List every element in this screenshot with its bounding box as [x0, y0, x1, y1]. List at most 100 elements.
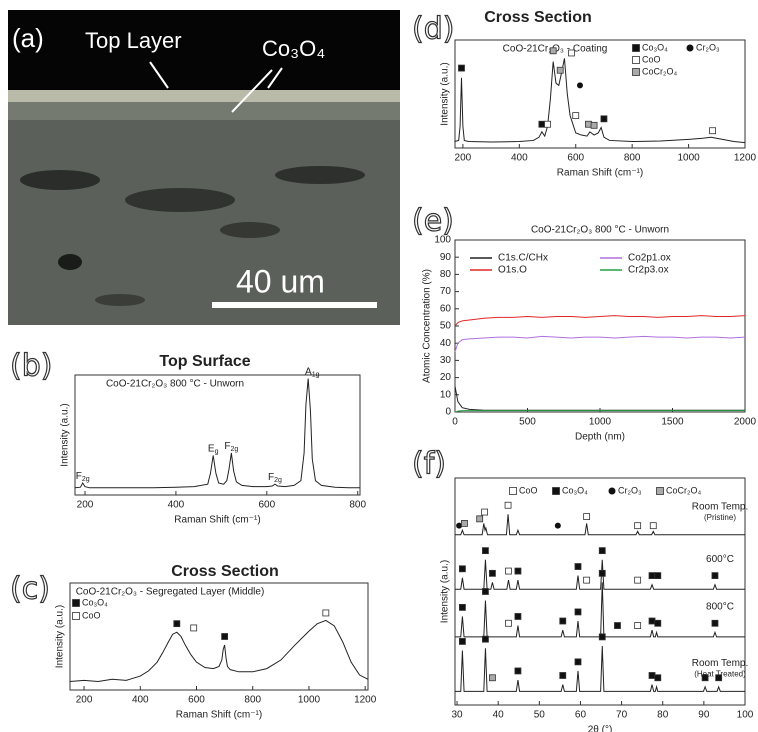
dark-region	[95, 294, 145, 306]
marker	[635, 623, 641, 629]
marker	[712, 620, 718, 626]
marker	[655, 620, 661, 626]
x-tick-label: 600	[567, 153, 584, 164]
peak-label: F2g	[268, 472, 282, 485]
x-tick-label: 1000	[298, 695, 321, 706]
x-tick-label: 70	[616, 710, 628, 721]
marker	[477, 516, 483, 522]
data-line	[455, 386, 745, 410]
marker	[557, 67, 563, 73]
dark-region	[220, 222, 280, 238]
y-tick-label: 0	[445, 407, 451, 418]
dark-region	[20, 170, 100, 190]
x-axis-label: 2θ (°)	[588, 725, 613, 732]
dark-region	[58, 254, 82, 270]
plot-frame	[70, 583, 368, 690]
marker	[599, 634, 605, 640]
chart-subtitle: CoO-21Cr₂O₃ 800 °C - Unworn	[531, 225, 669, 236]
chart-title: Top Surface	[159, 353, 250, 370]
dark-region	[125, 188, 235, 212]
x-tick-label: 60	[575, 710, 587, 721]
marker	[560, 672, 566, 678]
marker	[482, 509, 488, 515]
plot-frame	[455, 40, 745, 148]
data-line	[455, 582, 745, 636]
series-label: Room Temp.	[692, 658, 749, 669]
marker	[555, 523, 561, 529]
marker	[191, 625, 197, 631]
marker	[591, 122, 597, 128]
peak-label: F2g	[76, 471, 90, 484]
data-line	[455, 336, 745, 351]
data-line	[455, 316, 745, 326]
legend-symbol	[633, 69, 640, 76]
legend-label: Co2p1.ox	[628, 253, 671, 264]
y-axis-label: Intensity (a.u.)	[440, 560, 451, 623]
series-label: Room Temp.	[692, 501, 749, 512]
peak-label: F2g	[224, 441, 238, 454]
marker	[635, 523, 641, 529]
y-tick-label: 80	[440, 269, 452, 280]
marker	[515, 668, 521, 674]
x-tick-label: 2000	[734, 417, 757, 428]
marker	[482, 636, 488, 642]
x-tick-label: 600	[258, 500, 275, 511]
x-tick-label: 800	[624, 153, 641, 164]
figure: (a) Top Layer Co₃O₄ 40 um 200400600800Ra…	[0, 0, 758, 732]
marker	[584, 577, 590, 583]
y-tick-label: 70	[440, 286, 452, 297]
legend-symbol	[510, 488, 517, 495]
legend-label: O1s.O	[498, 265, 527, 276]
x-tick-label: 800	[349, 500, 366, 511]
marker	[655, 675, 661, 681]
marker	[716, 675, 722, 681]
peak-label-sub: g	[215, 449, 219, 456]
x-tick-label: 1000	[589, 417, 612, 428]
chart-subtitle: CoO-21Cr₂O₃ 800 °C - Unworn	[106, 379, 244, 390]
legend-symbol	[609, 488, 616, 495]
chart-subtitle: CoO-21Cr₂O₃ - Segregated Layer (Middle)	[76, 587, 265, 598]
x-tick-label: 100	[737, 710, 754, 721]
legend-label: Co₃O₄	[642, 42, 668, 52]
x-tick-label: 400	[132, 695, 149, 706]
panel-label: (f)	[412, 447, 446, 482]
peak-label-sub: 2g	[274, 478, 282, 485]
legend-label: C1s.C/CHx	[498, 253, 548, 264]
marker	[710, 128, 716, 134]
marker	[702, 675, 708, 681]
x-axis-label: Raman Shift (cm⁻¹)	[174, 515, 260, 526]
sublayer-band	[8, 102, 400, 120]
x-tick-label: 800	[244, 695, 261, 706]
marker	[323, 610, 329, 616]
y-tick-label: 40	[440, 338, 452, 349]
series-sublabel: (Pristine)	[704, 513, 736, 522]
scale-label: 40 um	[236, 263, 325, 299]
data-line	[454, 58, 745, 142]
series-label: 800°C	[706, 602, 734, 613]
x-axis-label: Depth (nm)	[575, 432, 625, 443]
legend-symbol	[633, 57, 640, 64]
micrograph-label: Top Layer	[85, 28, 182, 53]
legend-label: Cr₂O₃	[618, 485, 642, 495]
panel-label: (e)	[412, 204, 454, 239]
marker	[585, 121, 591, 127]
data-line	[455, 514, 745, 534]
chart-title: Cross Section	[171, 563, 279, 580]
legend-symbol	[657, 488, 664, 495]
x-tick-label: 200	[77, 500, 94, 511]
marker	[577, 82, 583, 88]
peak-label-sub: 2g	[231, 446, 239, 453]
marker	[649, 573, 655, 579]
panel-label: (b)	[10, 349, 52, 384]
panel-label: (a)	[12, 23, 44, 53]
y-axis-label: Intensity (a.u.)	[60, 403, 71, 466]
legend-symbol	[553, 488, 560, 495]
marker	[545, 121, 551, 127]
x-tick-label: 600	[188, 695, 205, 706]
marker	[584, 514, 590, 520]
y-axis-label: Intensity (a.u.)	[55, 605, 66, 668]
legend-label: Cr₂O₃	[696, 42, 720, 52]
x-tick-label: 200	[76, 695, 93, 706]
y-axis-label: Atomic Concentration (%)	[422, 269, 433, 383]
peak-label: A1g	[305, 366, 320, 379]
